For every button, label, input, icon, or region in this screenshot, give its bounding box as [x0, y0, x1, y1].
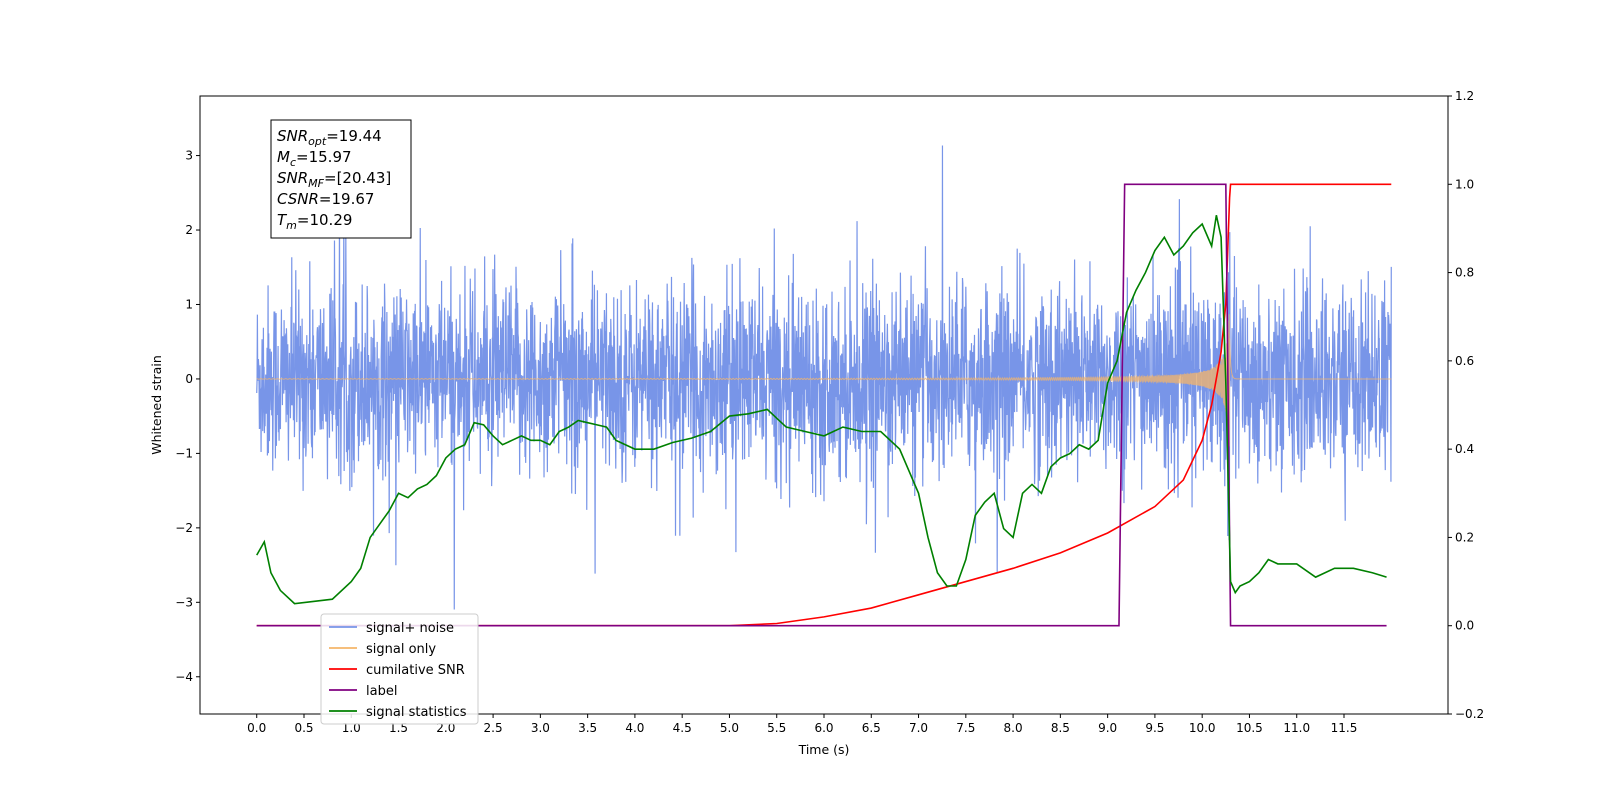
x-tick-label: 8.0 [1004, 721, 1023, 735]
y2-tick-label: 1.0 [1455, 177, 1474, 191]
x-tick-label: 0.0 [247, 721, 266, 735]
x-tick-label: 11.0 [1283, 721, 1310, 735]
y-tick-label: 2 [185, 223, 193, 237]
annotation-symbol: SNR [277, 127, 308, 145]
x-tick-label: 3.5 [578, 721, 597, 735]
legend-frame [320, 613, 479, 725]
legend-label: label [366, 684, 397, 699]
annotation-frame [270, 119, 412, 239]
annotation-box: SNRopt=19.44Mc=15.97SNRMF=[20.43]CSNR=19… [270, 119, 412, 239]
legend: signal+ noise signal only cumilative SNR la… [320, 613, 479, 725]
x-tick-label: 3.0 [531, 721, 550, 735]
series-signal-statistics-line [256, 215, 1387, 605]
y-tick-label: −3 [175, 595, 193, 609]
y-axis-right: 1.2 1.0 0.8 0.6 0.4 0.2 0.0 −0.2 [1448, 89, 1484, 721]
y2-tick-label: 0.4 [1455, 442, 1474, 456]
legend-label: cumilative SNR [366, 663, 465, 678]
y-tick-label: 1 [185, 297, 193, 311]
annotation-line: SNRMF=[20.43] [277, 169, 391, 190]
y2-tick-label: −0.2 [1455, 707, 1484, 721]
annotation-subscript: c [290, 156, 296, 169]
x-tick-label: 4.0 [625, 721, 644, 735]
annotation-value: =19.44 [326, 127, 382, 145]
x-tick-label: 7.0 [909, 721, 928, 735]
annotation-line: CSNR=19.67 [277, 190, 374, 208]
y-tick-label: −2 [175, 521, 193, 535]
y-tick-label: 0 [185, 372, 193, 386]
legend-label: signal+ noise [366, 621, 454, 636]
y2-tick-label: 1.2 [1455, 89, 1474, 103]
x-tick-label: 7.5 [956, 721, 975, 735]
series-signal-only-line [256, 314, 1392, 447]
annotation-subscript: m [286, 219, 297, 232]
x-tick-label: 9.0 [1098, 721, 1117, 735]
x-tick-label: 5.5 [767, 721, 786, 735]
annotation-symbol: T [277, 211, 288, 229]
x-tick-label: 11.5 [1331, 721, 1358, 735]
annotation-line: SNRopt=19.44 [277, 127, 382, 148]
y-tick-label: 3 [185, 149, 193, 163]
y2-tick-label: 0.8 [1455, 266, 1474, 280]
x-tick-label: 10.5 [1236, 721, 1263, 735]
x-tick-label: 8.5 [1051, 721, 1070, 735]
y-axis-label: Whitened strain [149, 355, 164, 454]
y-tick-label: −4 [175, 670, 193, 684]
annotation-subscript: MF [308, 177, 324, 190]
x-tick-label: 10.0 [1189, 721, 1216, 735]
plot-area [256, 145, 1392, 627]
annotation-value: =10.29 [297, 211, 353, 229]
y2-tick-label: 0.2 [1455, 530, 1474, 544]
x-axis: 0.0 0.5 1.0 1.5 2.0 2.5 3.0 3.5 4.0 4.5 5.0 5.5 6.0 6… [247, 714, 1357, 735]
x-axis-label: Time (s) [798, 742, 850, 757]
x-tick-label: 5.0 [720, 721, 739, 735]
annotation-line: Tm=10.29 [277, 211, 352, 232]
annotation-subscript: opt [308, 135, 327, 148]
annotation-line: Mc=15.97 [277, 148, 352, 169]
series-cumulative-snr-line [256, 183, 1392, 627]
y-axis-left: 3 2 1 0 −1 −2 −3 −4 [175, 149, 200, 684]
legend-label: signal only [366, 642, 436, 657]
y2-tick-label: 0.0 [1455, 619, 1474, 633]
series-label-line [256, 183, 1387, 627]
x-tick-label: 4.5 [673, 721, 692, 735]
x-tick-label: 2.5 [484, 721, 503, 735]
series-signal-noise-line [256, 145, 1392, 610]
annotation-value: =[20.43] [324, 169, 391, 187]
annotation-symbol: SNR [277, 169, 308, 187]
legend-label: signal statistics [366, 705, 467, 720]
x-tick-label: 0.5 [294, 721, 313, 735]
y2-tick-label: 0.6 [1455, 354, 1474, 368]
annotation-value: =15.97 [296, 148, 352, 166]
annotation-value: =19.67 [319, 190, 375, 208]
x-tick-label: 9.5 [1145, 721, 1164, 735]
annotation-symbol: M [277, 148, 290, 166]
y-tick-label: −1 [175, 446, 193, 460]
annotation-symbol: CSNR [277, 190, 319, 208]
x-tick-label: 6.0 [814, 721, 833, 735]
x-tick-label: 6.5 [862, 721, 881, 735]
